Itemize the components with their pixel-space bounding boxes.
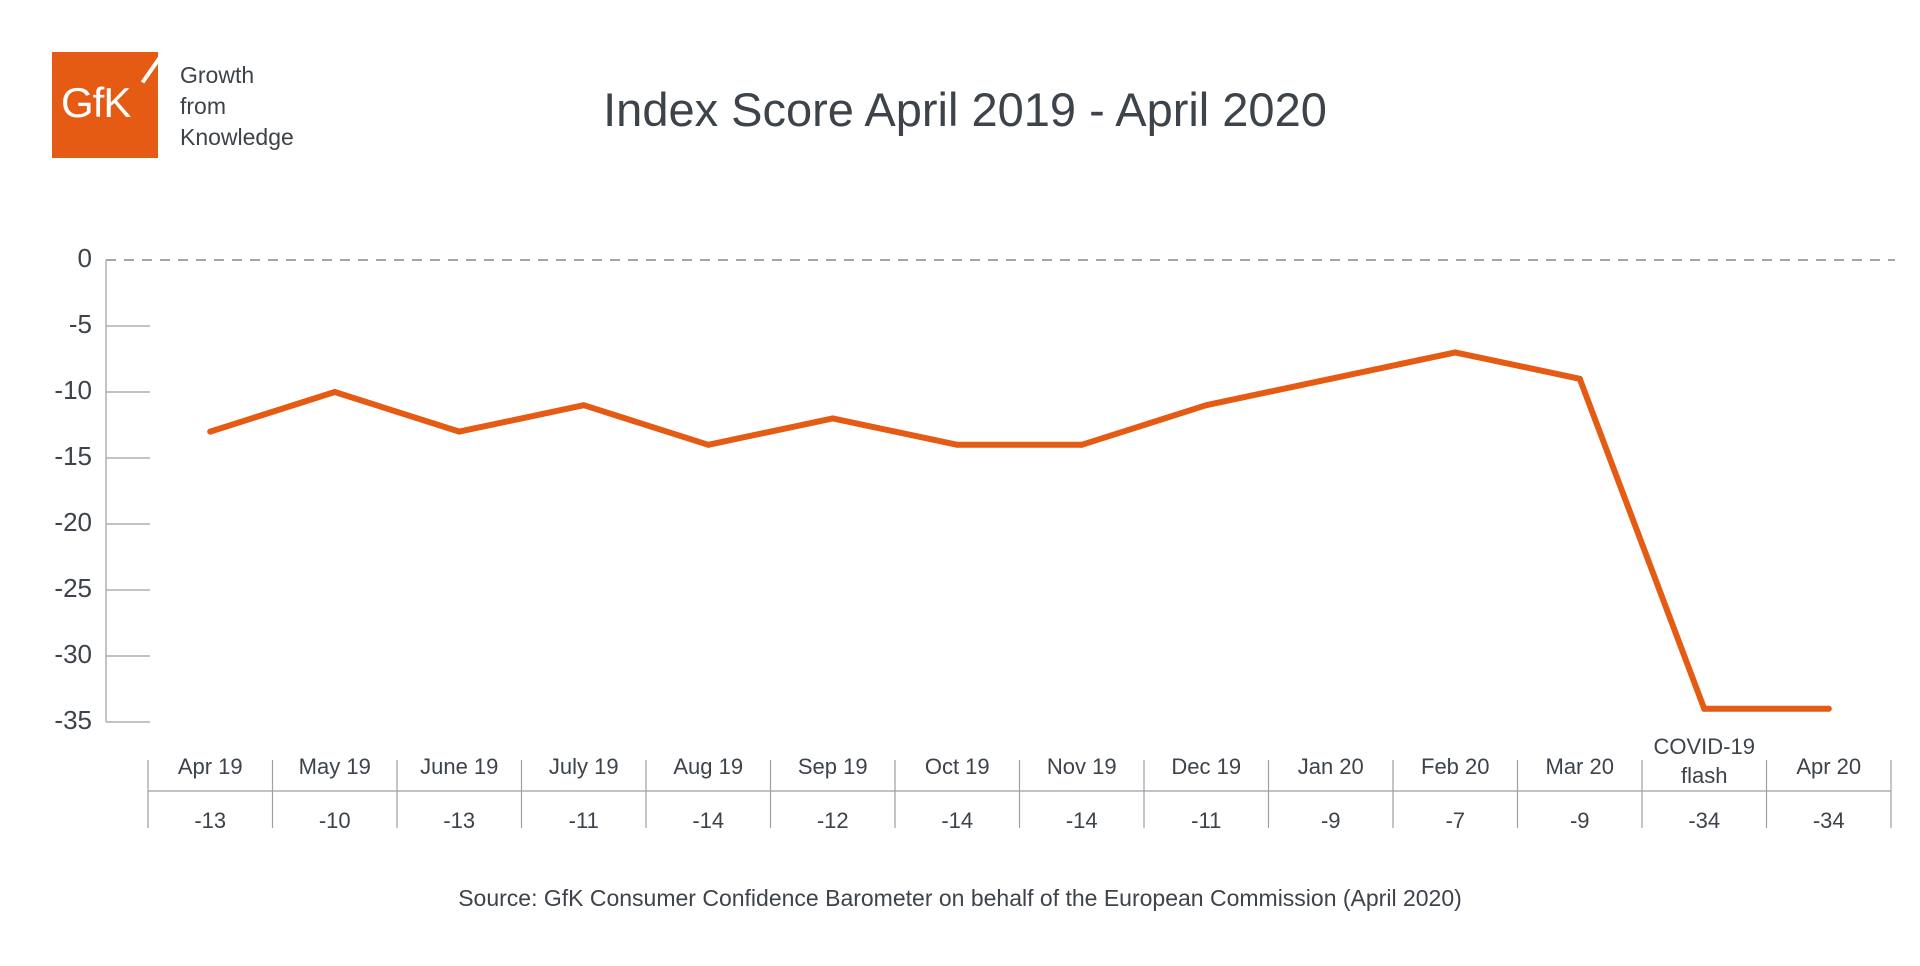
y-tick-label: -20 — [54, 507, 92, 537]
data-point — [580, 402, 587, 409]
x-tick-label: Oct 19 — [925, 754, 990, 779]
y-tick-label: 0 — [78, 243, 92, 273]
data-value-label: -14 — [692, 808, 724, 833]
data-point — [1701, 705, 1708, 712]
x-tick-label: Mar 20 — [1546, 754, 1614, 779]
x-tick-label: Jan 20 — [1298, 754, 1364, 779]
series-line — [207, 349, 1832, 712]
x-tick-label: July 19 — [549, 754, 619, 779]
y-tick-label: -10 — [54, 375, 92, 405]
data-value-label: -13 — [443, 808, 475, 833]
data-value-label: -14 — [941, 808, 973, 833]
logo-text: GfK — [61, 79, 131, 126]
tagline-line-2: from — [180, 93, 226, 119]
data-point — [331, 389, 338, 395]
x-tick-label: Apr 20 — [1796, 754, 1861, 779]
x-tick-label: Dec 19 — [1171, 754, 1241, 779]
data-value-label: -9 — [1321, 808, 1341, 833]
x-tick-label: May 19 — [299, 754, 371, 779]
data-value-label: -14 — [1066, 808, 1098, 833]
x-tick-label: Apr 19 — [178, 754, 243, 779]
source-note: Source: GfK Consumer Confidence Baromete… — [458, 885, 1462, 911]
y-tick-label: -15 — [54, 441, 92, 471]
data-value-label: -10 — [319, 808, 351, 833]
y-tick-label: -25 — [54, 573, 92, 603]
data-value-label: -7 — [1445, 808, 1465, 833]
tagline-line-1: Growth — [180, 62, 255, 88]
tagline-line-3: Knowledge — [180, 124, 294, 150]
y-tick-label: -35 — [54, 705, 92, 735]
x-tick-label: Feb 20 — [1421, 754, 1490, 779]
data-point — [705, 441, 712, 448]
data-value-label: -34 — [1813, 808, 1845, 833]
data-point — [1825, 705, 1832, 712]
x-tick-label: June 19 — [420, 754, 498, 779]
data-value-label: -11 — [1191, 808, 1221, 833]
data-point — [1576, 375, 1583, 382]
x-tick-label: Aug 19 — [673, 754, 743, 779]
data-point — [1452, 349, 1459, 356]
y-tick-label: -30 — [54, 639, 92, 669]
data-value-label: -11 — [569, 808, 599, 833]
data-point — [1078, 441, 1085, 448]
gfk-logo: GfK — [52, 52, 158, 158]
brand-tagline: Growth from Knowledge — [180, 60, 294, 153]
data-value-label: -9 — [1570, 808, 1590, 833]
chart-title: Index Score April 2019 - April 2020 — [603, 83, 1327, 136]
data-point — [829, 415, 836, 422]
x-tick-label: Nov 19 — [1047, 754, 1117, 779]
data-value-label: -12 — [817, 808, 849, 833]
data-value-label: -13 — [194, 808, 226, 833]
y-tick-label: -5 — [69, 309, 92, 339]
x-tick-label: COVID-19 flash — [1654, 734, 1755, 788]
data-point — [1203, 402, 1210, 409]
x-tick-label: Sep 19 — [798, 754, 868, 779]
data-point — [1327, 375, 1334, 382]
x-tick-label-line: COVID-19 — [1654, 734, 1755, 759]
x-tick-label-line: flash — [1681, 763, 1727, 788]
data-value-label: -34 — [1688, 808, 1720, 833]
data-point — [456, 428, 463, 435]
data-point — [207, 428, 214, 435]
data-point — [954, 441, 961, 448]
